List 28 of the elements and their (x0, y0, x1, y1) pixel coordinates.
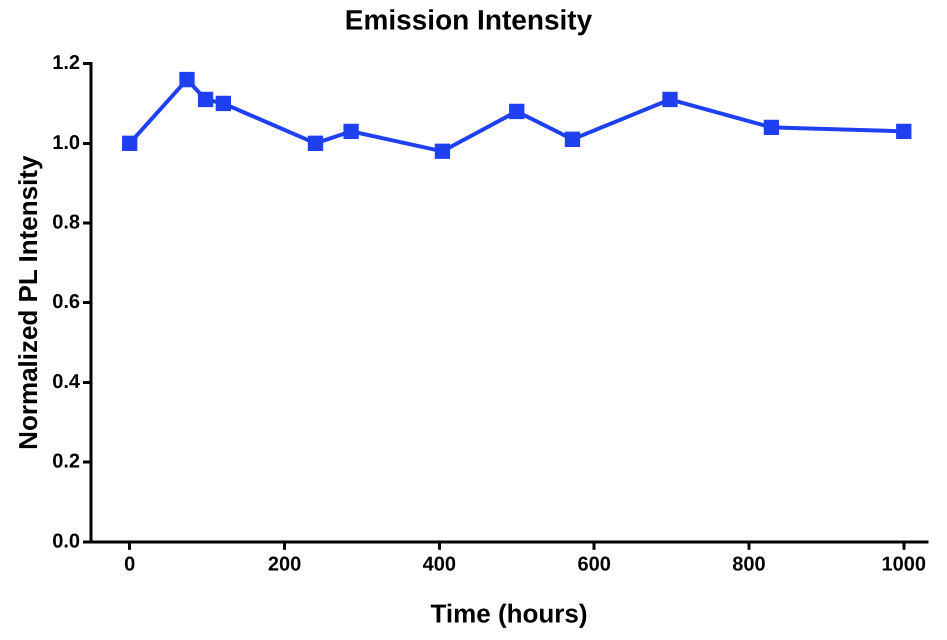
x-tick-label: 600 (577, 553, 611, 576)
point (662, 92, 678, 108)
point (564, 132, 580, 147)
point (308, 136, 324, 151)
y-tick-label: 0.0 (52, 530, 80, 552)
point (343, 124, 359, 139)
y-axis-title: Normalized PL Intensity (12, 155, 43, 450)
chart-title: Emission Intensity (344, 4, 593, 36)
y-tick-label: 0.8 (52, 212, 80, 234)
point (509, 104, 524, 120)
point (216, 96, 232, 112)
y-tick-label: 1.2 (52, 52, 80, 74)
x-tick-label: 1000 (882, 553, 926, 576)
point (179, 72, 195, 88)
point (764, 120, 780, 136)
x-axis-title: Time (hours) (430, 598, 588, 629)
point (896, 124, 912, 139)
x-tick-label: 400 (422, 553, 456, 576)
x-tick-label: 0 (124, 553, 136, 576)
point (434, 144, 450, 159)
y-tick-label: 1.0 (52, 132, 80, 154)
x-tick-label: 200 (268, 553, 302, 576)
point (122, 136, 138, 151)
x-tick-label: 800 (732, 553, 766, 576)
y-tick-label: 0.4 (52, 370, 81, 393)
point (198, 92, 214, 108)
y-tick-label: 0.2 (52, 450, 80, 473)
y-tick-label: 0.6 (52, 291, 80, 314)
